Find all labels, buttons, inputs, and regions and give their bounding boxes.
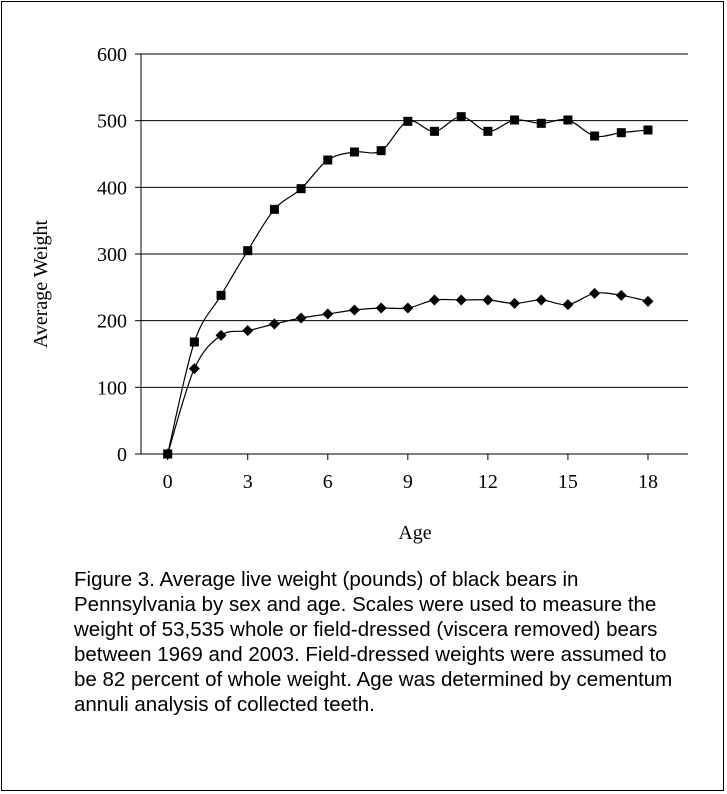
data-point-diamond — [642, 295, 654, 307]
y-tick-label: 400 — [97, 177, 127, 199]
data-point-diamond — [615, 289, 627, 301]
data-point-square — [189, 337, 199, 347]
data-point-square — [456, 112, 466, 122]
y-tick-label: 500 — [97, 111, 127, 133]
data-point-diamond — [215, 329, 227, 341]
data-point-diamond — [535, 294, 547, 306]
data-point-square — [616, 128, 626, 138]
data-point-diamond — [482, 294, 494, 306]
data-point-square — [536, 118, 546, 128]
x-tick-label: 6 — [323, 471, 333, 493]
data-point-diamond — [268, 318, 280, 330]
x-tick-labels: 0 3 6 9 12 15 18 — [163, 471, 658, 493]
series-group — [162, 112, 654, 460]
data-point-diamond — [589, 287, 601, 299]
axes — [135, 53, 688, 460]
y-tick-label: 0 — [117, 444, 127, 466]
data-point-diamond — [348, 304, 360, 316]
data-point-diamond — [242, 325, 254, 337]
y-axis-label: Average Weight — [30, 219, 52, 348]
data-point-square — [643, 125, 653, 135]
data-point-square — [323, 155, 333, 165]
data-point-square — [376, 146, 386, 156]
x-tick-label: 15 — [558, 471, 578, 493]
x-tick-label: 18 — [638, 471, 658, 493]
data-point-square — [403, 116, 413, 126]
gridlines — [141, 53, 688, 388]
data-point-square — [483, 126, 493, 136]
series-line — [167, 116, 649, 455]
data-point-diamond — [402, 302, 414, 314]
x-axis-label: Age — [398, 522, 431, 544]
data-point-diamond — [455, 294, 467, 306]
line-chart: 0 100 200 300 400 500 600 0 3 6 9 12 15 18 Average W… — [30, 44, 688, 544]
data-point-diamond — [295, 312, 307, 324]
data-point-diamond — [322, 308, 334, 320]
data-point-diamond — [509, 297, 521, 309]
data-point-square — [269, 204, 279, 214]
data-point-diamond — [562, 299, 574, 311]
data-point-square — [590, 131, 600, 141]
x-tick-label: 0 — [163, 471, 173, 493]
series-square — [163, 112, 653, 459]
y-tick-label: 600 — [97, 44, 127, 66]
data-point-square — [563, 115, 573, 125]
data-point-square — [430, 126, 440, 136]
y-tick-label: 300 — [97, 244, 127, 266]
x-tick-label: 9 — [403, 471, 413, 493]
y-tick-labels: 0 100 200 300 400 500 600 — [97, 44, 127, 466]
x-tick-label: 3 — [243, 471, 253, 493]
y-tick-label: 100 — [97, 377, 127, 399]
data-point-square — [349, 147, 359, 157]
x-tick-label: 12 — [478, 471, 498, 493]
series-line — [167, 292, 649, 455]
data-point-diamond — [429, 294, 441, 306]
data-point-square — [296, 184, 306, 194]
data-point-diamond — [188, 363, 200, 375]
data-point-diamond — [162, 448, 174, 460]
y-tick-label: 200 — [97, 311, 127, 333]
data-point-square — [216, 290, 226, 300]
figure-caption: Figure 3. Average live weight (pounds) o… — [74, 568, 673, 716]
data-point-diamond — [375, 302, 387, 314]
data-point-square — [510, 115, 520, 125]
data-point-square — [243, 246, 253, 256]
series-diamond — [162, 287, 654, 460]
